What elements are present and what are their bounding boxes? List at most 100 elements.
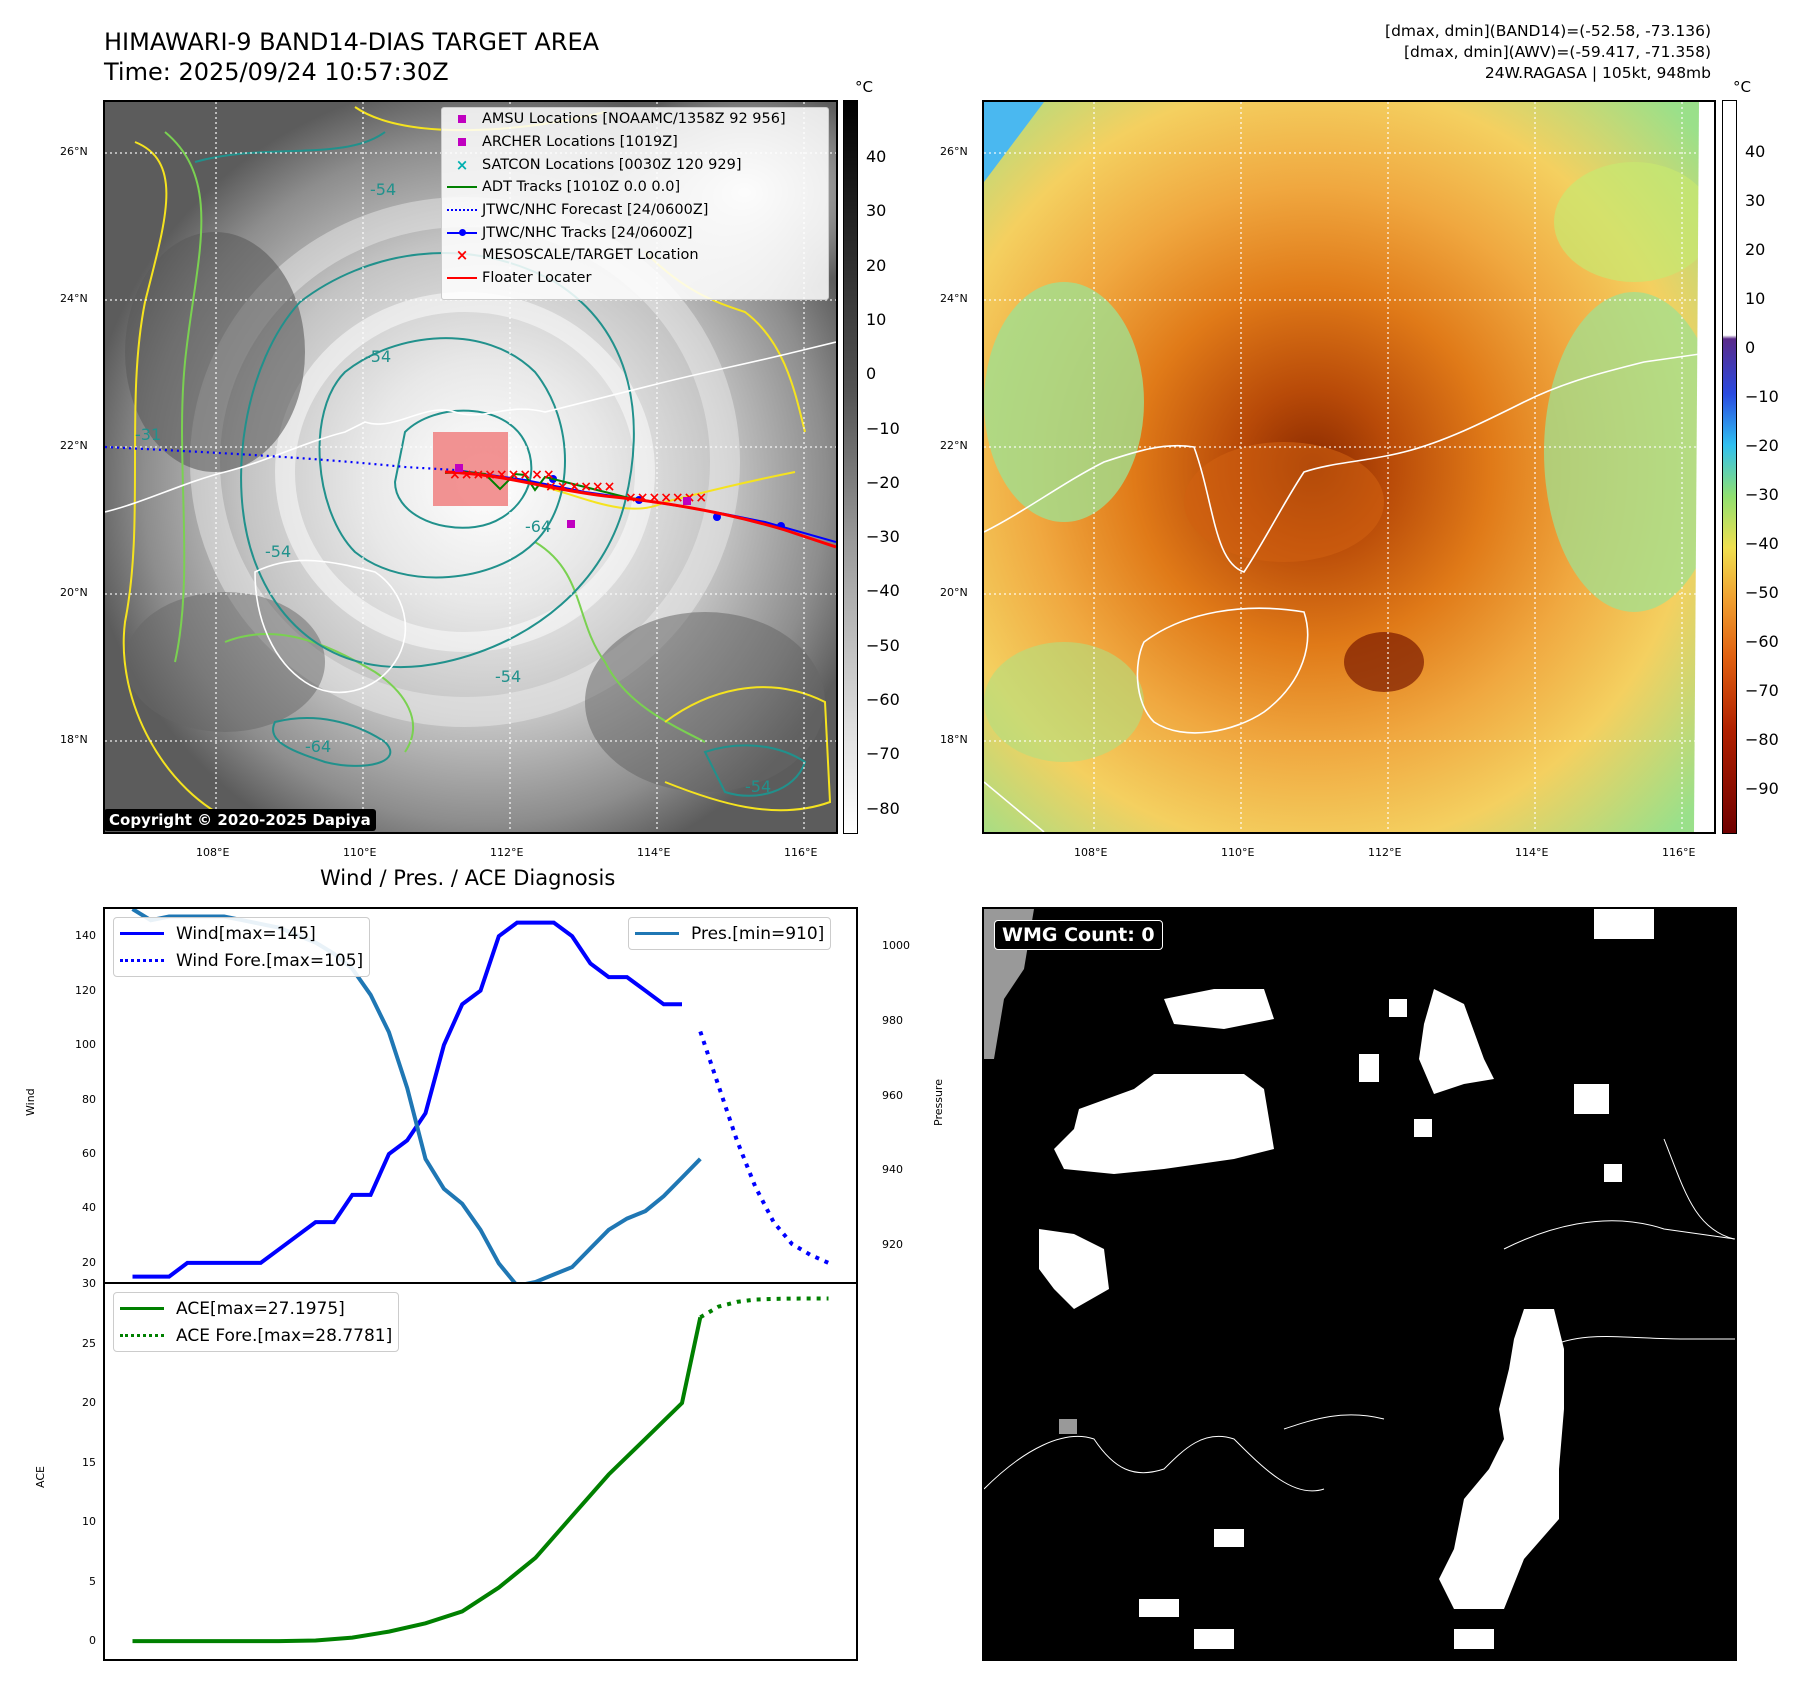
awv-range-text: [dmax, dmin](AWV)=(-59.417, -71.358)	[1404, 43, 1711, 61]
svg-text:-64: -64	[305, 737, 331, 756]
copyright-badge: Copyright © 2020-2025 Dapiya	[104, 809, 376, 831]
figure-time: Time: 2025/09/24 10:57:30Z	[104, 58, 449, 86]
legend-label: Floater Locater	[482, 270, 592, 287]
axis-tick-label: 25	[82, 1336, 96, 1350]
axis-tick-label: 5	[89, 1574, 96, 1588]
track-legend: AMSU Locations [NOAAMC/1358Z 92 956] ARCH…	[441, 107, 829, 300]
diagnosis-title: Wind / Pres. / ACE Diagnosis	[320, 866, 616, 890]
colorbar-tick-label: 20	[866, 255, 887, 275]
axis-tick-label: 940	[882, 1163, 903, 1177]
legend-symbol-icon: ×	[455, 155, 469, 174]
axis-tick-label: 10	[82, 1515, 96, 1529]
floater-locater-line	[444, 470, 836, 549]
colorbar-tick-label: 20	[1745, 240, 1766, 259]
legend-label: MESOSCALE/TARGET Location	[482, 247, 699, 264]
svg-text:-54: -54	[370, 180, 396, 199]
left-colorbar	[843, 100, 858, 834]
svg-text:××××××: ××××××	[545, 479, 615, 495]
legend-ace-fore: ACE Fore.[max=28.7781]	[176, 1325, 393, 1346]
colorbar-tick-label: −40	[1745, 534, 1779, 553]
colorbar-tick-label: −10	[866, 418, 900, 438]
colorbar-tick-label: −20	[1745, 436, 1779, 455]
pressure-legend: Pres.[min=910]	[628, 917, 832, 950]
svg-text:-31: -31	[135, 425, 161, 444]
colorbar-tick-label: −50	[866, 635, 900, 655]
colorbar-tick-label: −80	[1745, 730, 1779, 749]
lon-label: 110°E	[343, 846, 377, 859]
legend-symbol-icon	[442, 228, 482, 236]
svg-text:×××××××××: ×××××××××	[449, 467, 555, 483]
ace-line	[132, 1316, 703, 1644]
colorbar-tick-label: 10	[1745, 289, 1766, 308]
colorbar-tick-label: −60	[1745, 632, 1779, 651]
storm-info-text: 24W.RAGASA | 105kt, 948mb	[1484, 64, 1711, 82]
axis-tick-label: 140	[75, 929, 96, 943]
colorbar-tick-label: −90	[1745, 779, 1779, 798]
lon-label: 116°E	[1662, 846, 1696, 859]
axis-tick-label: 80	[82, 1092, 96, 1106]
legend-item: ADT Tracks [1010Z 0.0 0.0]	[442, 176, 828, 199]
legend-item: Floater Locater	[442, 267, 828, 290]
axis-tick-label: 20	[82, 1255, 96, 1269]
colorbar-tick-label: −30	[866, 527, 900, 547]
legend-item: × SATCON Locations [0030Z 120 929]	[442, 153, 828, 176]
lon-label: 114°E	[1515, 846, 1549, 859]
awv-map-panel	[982, 100, 1716, 834]
wind-line	[132, 920, 682, 1279]
legend-label: JTWC/NHC Forecast [24/0600Z]	[482, 202, 709, 219]
legend-label: ADT Tracks [1010Z 0.0 0.0]	[482, 179, 681, 196]
ace-legend: ACE[max=27.1975] ACE Fore.[max=28.7781]	[113, 1292, 400, 1352]
lat-label: 20°N	[940, 586, 968, 599]
lon-label: 112°E	[490, 846, 524, 859]
wind-axis-label: Wind	[24, 1088, 37, 1116]
lon-label: 108°E	[1074, 846, 1108, 859]
lat-label: 20°N	[60, 586, 88, 599]
colorbar-tick-label: −60	[866, 690, 900, 709]
axis-tick-label: 980	[882, 1013, 903, 1027]
lon-label: 110°E	[1221, 846, 1255, 859]
legend-label: JTWC/NHC Tracks [24/0600Z]	[482, 224, 693, 241]
axis-tick-label: 1000	[882, 939, 910, 953]
colorbar-tick-label: 0	[1745, 338, 1756, 357]
lat-label: 22°N	[940, 439, 968, 452]
colorbar-tick-label: 40	[866, 147, 887, 166]
colorbar-tick-label: −30	[1745, 485, 1779, 504]
svg-text:-54: -54	[745, 777, 771, 796]
lon-label: 108°E	[196, 846, 230, 859]
awv-map-image	[984, 102, 1714, 832]
colorbar-tick-label: 30	[1745, 191, 1766, 210]
colorbar-tick-label: −70	[866, 744, 900, 764]
axis-tick-label: 15	[82, 1455, 96, 1469]
axis-tick-label: 60	[82, 1147, 96, 1161]
legend-symbol-icon	[442, 115, 482, 124]
target-area-box	[433, 432, 508, 506]
lat-label: 18°N	[940, 733, 968, 746]
lat-label: 26°N	[940, 145, 968, 158]
axis-tick-label: 920	[882, 1237, 903, 1251]
left-colorbar-unit: °C	[855, 78, 873, 96]
figure-title: HIMAWARI-9 BAND14-DIAS TARGET AREA	[104, 28, 600, 56]
axis-tick-label: 120	[75, 983, 96, 997]
lat-label: 22°N	[60, 439, 88, 452]
colorbar-tick-label: −20	[866, 472, 900, 492]
legend-symbol-icon	[442, 186, 482, 189]
wmg-panel	[982, 907, 1737, 1661]
right-colorbar-unit: °C	[1733, 78, 1751, 96]
colorbar-tick-label: 40	[1745, 142, 1766, 161]
pressure-axis-label: Pressure	[932, 1079, 945, 1126]
colorbar-tick-label: −80	[866, 798, 900, 818]
legend-item: AMSU Locations [NOAAMC/1358Z 92 956]	[442, 108, 828, 131]
colorbar-tick-label: −40	[866, 581, 900, 601]
legend-ace: ACE[max=27.1975]	[176, 1298, 345, 1319]
lon-label: 112°E	[1368, 846, 1402, 859]
legend-symbol-icon	[442, 209, 482, 212]
colorbar-tick-label: −10	[1745, 387, 1779, 406]
legend-symbol-icon: ×	[455, 246, 469, 265]
lat-label: 24°N	[940, 292, 968, 305]
wmg-mask-image	[984, 909, 1735, 1649]
right-colorbar	[1722, 100, 1737, 834]
legend-label: AMSU Locations [NOAAMC/1358Z 92 956]	[482, 111, 786, 128]
axis-tick-label: 20	[82, 1396, 96, 1410]
lon-label: 114°E	[637, 846, 671, 859]
legend-item: JTWC/NHC Tracks [24/0600Z]	[442, 221, 828, 244]
